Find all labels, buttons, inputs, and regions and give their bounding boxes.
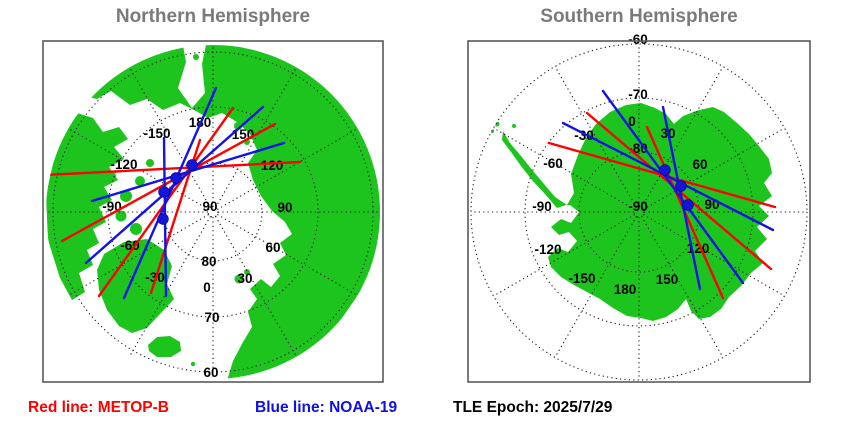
svg-text:30: 30: [237, 271, 252, 286]
svg-text:150: 150: [656, 272, 679, 287]
land-small-islands: [108, 54, 250, 367]
svg-text:180: 180: [614, 282, 637, 297]
svg-text:-120: -120: [534, 242, 561, 257]
land-iceland: [148, 336, 181, 357]
svg-text:80: 80: [201, 254, 216, 269]
svg-text:-120: -120: [110, 157, 137, 172]
north-satellite-tracks: [46, 86, 302, 300]
north-land-group: [46, 45, 380, 379]
svg-text:70: 70: [204, 310, 219, 325]
svg-text:0: 0: [203, 280, 211, 295]
land-antarctica: [502, 103, 772, 321]
svg-text:-90: -90: [532, 199, 552, 214]
svg-text:-150: -150: [568, 271, 595, 286]
north-map-frame: [42, 40, 384, 383]
legend-noaa-19: Blue line: NOAA-19: [255, 399, 398, 416]
svg-text:90: 90: [277, 200, 292, 215]
svg-text:-70: -70: [628, 87, 648, 102]
svg-text:120: 120: [261, 158, 284, 173]
svg-text:60: 60: [265, 240, 280, 255]
svg-text:60: 60: [692, 157, 707, 172]
north-map-title: Northern Hemisphere: [115, 6, 311, 27]
south-map: -60-700-3030-80-6060-90-9090-120120-1501…: [467, 32, 811, 383]
svg-text:-90: -90: [102, 199, 122, 214]
north-map: 180-150150-120120-909090-606080-30300706…: [42, 40, 384, 383]
south-satellite-tracks: [547, 89, 777, 300]
svg-text:90: 90: [202, 199, 217, 214]
land-greenland: [97, 239, 174, 333]
svg-text:60: 60: [203, 365, 218, 380]
land-eurasia: [80, 45, 380, 379]
land-novaya-zemlya: [252, 162, 284, 212]
svg-text:-60: -60: [120, 238, 140, 253]
svg-text:0: 0: [628, 114, 636, 129]
legend-metop-b: Red line: METOP-B: [28, 399, 169, 416]
south-map-title: Southern Hemisphere: [540, 6, 738, 27]
south-map-frame: [467, 40, 811, 383]
svg-text:-60: -60: [543, 156, 563, 171]
south-graticule: [470, 43, 808, 381]
svg-text:150: 150: [232, 127, 255, 142]
north-graticule: [46, 45, 380, 379]
svg-text:-90: -90: [628, 199, 648, 214]
land-north-america: [46, 112, 128, 300]
tle-epoch-label: TLE Epoch: 2025/7/29: [453, 399, 613, 416]
svg-text:-150: -150: [143, 126, 170, 141]
svg-text:-60: -60: [628, 32, 648, 47]
